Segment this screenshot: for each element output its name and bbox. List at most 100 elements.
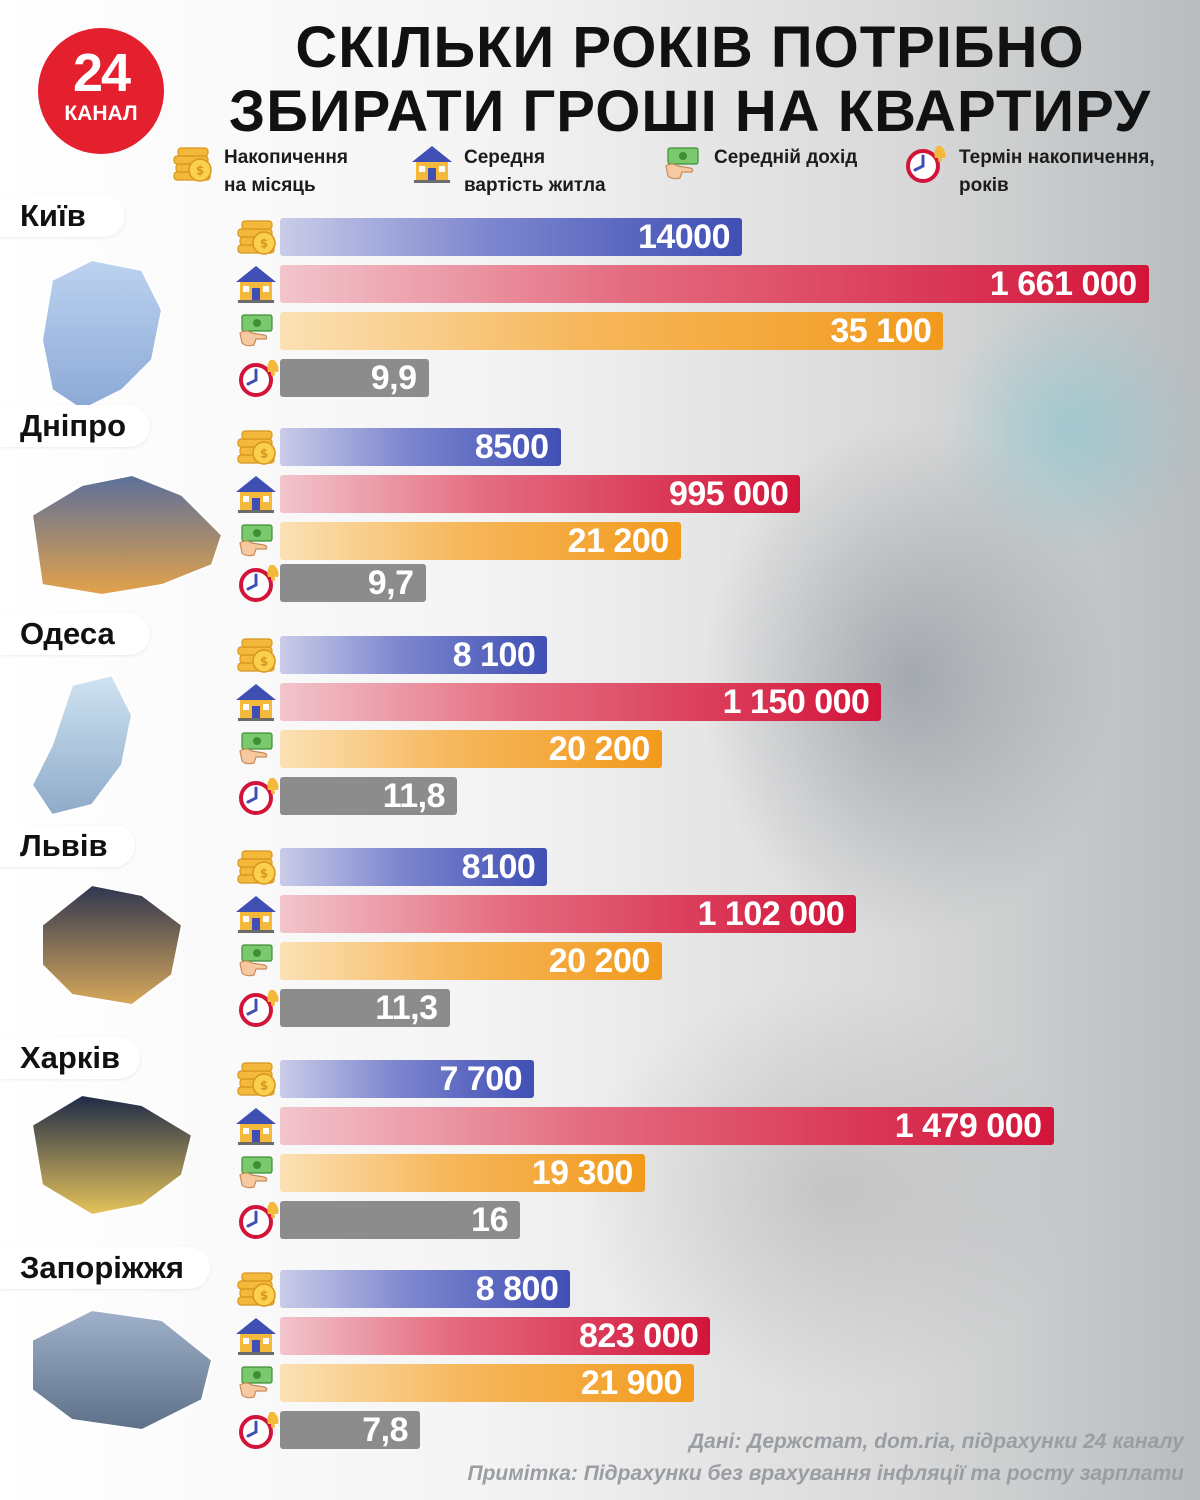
bar-term: 11,8 [280,777,457,815]
money-hand-icon [234,311,278,351]
bar-value-label: 1 150 000 [722,682,870,721]
city-name: Запоріжжя [20,1250,184,1285]
svg-text:$: $ [260,237,268,251]
house-icon [410,144,454,189]
svg-text:$: $ [260,1079,268,1093]
money-hand-icon [234,1363,278,1403]
background-keychain-blur [940,300,1200,560]
house-icon [234,894,278,934]
region-map-image [22,1290,222,1465]
bar-income: 20 200 [280,730,662,768]
coins-icon: $ [234,1059,278,1099]
legend-item-4: Термін накопичення, років [905,144,1155,200]
bar-price: 1 661 000 [280,265,1149,303]
bar-term: 16 [280,1201,520,1239]
coins-icon: $ [234,427,278,467]
bar-value-label: 995 000 [668,474,789,513]
bar-income: 35 100 [280,312,944,350]
bar-value-label: 20 200 [548,729,651,768]
house-icon [234,1316,278,1356]
coins-icon: $ [234,217,278,257]
logo-text: КАНАЛ [64,102,138,125]
legend-label: Середній дохід [714,147,858,168]
alarm-clock-icon [238,1200,282,1240]
region-map-image [22,240,222,415]
city-tag: Харків [0,1037,140,1079]
bar-value-label: 1 102 000 [697,894,845,933]
region-map-image [22,665,222,840]
bar-term: 9,7 [280,564,426,602]
bar-price: 1 150 000 [280,682,882,721]
bar-term: 7,8 [280,1411,420,1449]
bar-value-label: 7 700 [439,1059,523,1098]
svg-text:$: $ [260,1289,268,1303]
city-name: Харків [20,1040,121,1075]
bar-value-label: 9,9 [370,358,417,397]
bar-price: 823 000 [280,1317,711,1355]
bar-savings: 14000 [280,218,742,256]
house-icon [234,1106,278,1146]
region-map-image [22,455,224,630]
city-name: Дніпро [20,408,127,443]
bar-price: 995 000 [280,474,801,513]
legend-label: Термін накопичення, років [959,147,1155,196]
svg-text:$: $ [260,867,268,881]
svg-text:$: $ [196,164,204,178]
channel-24-logo: 24 КАНАЛ [38,28,164,154]
coins-icon: $ [234,635,278,675]
bar-value-label: 9,7 [367,563,414,602]
coins-icon: $ [234,1269,278,1309]
alarm-clock-icon [238,358,282,398]
svg-text:$: $ [260,447,268,461]
bar-term: 9,9 [280,359,429,397]
page-title: СКІЛЬКИ РОКІВ ПОТРІБНО ЗБИРАТИ ГРОШІ НА … [228,15,1152,144]
alarm-clock-icon [238,988,282,1028]
money-hand-icon [234,521,278,561]
bar-savings: 8500 [280,428,561,466]
legend-label: Середня вартість житла [464,147,606,196]
city-tag: Київ [0,195,125,237]
bar-value-label: 20 200 [548,941,651,980]
bar-value-label: 11,3 [375,988,438,1027]
city-tag: Дніпро [0,405,150,447]
alarm-clock-icon [238,563,282,603]
bar-income: 21 900 [280,1364,694,1402]
city-name: Львів [20,828,108,863]
footer-source: Дані: Держстат, dom.ria, підрахунки 24 к… [688,1430,1184,1453]
city-name: Київ [20,198,86,233]
city-tag: Львів [0,825,135,867]
bar-value-label: 21 900 [580,1363,683,1402]
svg-text:$: $ [260,655,268,669]
house-icon [234,264,278,304]
coins-icon: $ [234,847,278,887]
money-hand-icon [234,729,278,769]
bar-value-label: 19 300 [531,1153,634,1192]
city-name: Одеса [20,616,115,651]
money-hand-icon [234,1153,278,1193]
logo-number: 24 [72,43,131,103]
bar-income: 19 300 [280,1154,645,1192]
bar-price: 1 479 000 [280,1107,1054,1145]
bar-value-label: 14000 [637,217,731,256]
city-tag: Запоріжжя [0,1247,210,1289]
legend-label: Накопичення на місяць [224,147,348,196]
city-tag: Одеса [0,613,150,655]
bar-income: 20 200 [280,942,662,980]
money-hand-icon [234,941,278,981]
alarm-clock-icon [905,144,949,189]
bar-savings: 8100 [280,848,548,886]
bar-value-label: 8 100 [452,635,536,674]
alarm-clock-icon [238,1410,282,1450]
bar-price: 1 102 000 [280,894,857,933]
footer-note: Примітка: Підрахунки без врахування інфл… [467,1462,1185,1485]
bar-savings: 8 100 [280,635,548,674]
region-map-image [22,865,222,1040]
bar-value-label: 8500 [474,427,549,466]
bar-income: 21 200 [280,522,681,560]
money-hand-icon [660,144,704,189]
region-map-image [22,1075,222,1250]
coins-icon: $ [170,144,214,189]
bar-savings: 8 800 [280,1270,571,1308]
legend-item-1: $ Накопичення на місяць [170,144,348,200]
bar-value-label: 11,8 [382,776,446,815]
